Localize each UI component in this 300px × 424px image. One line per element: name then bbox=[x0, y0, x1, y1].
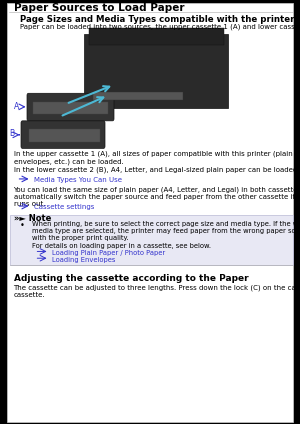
Text: In the lower cassette 2 (B), A4, Letter, and Legal-sized plain paper can be load: In the lower cassette 2 (B), A4, Letter,… bbox=[14, 167, 299, 173]
Text: Loading Plain Paper / Photo Paper: Loading Plain Paper / Photo Paper bbox=[52, 250, 166, 256]
Text: A: A bbox=[14, 102, 19, 111]
Text: You can load the same size of plain paper (A4, Letter, and Legal) in both casset: You can load the same size of plain pape… bbox=[14, 187, 300, 207]
FancyBboxPatch shape bbox=[21, 121, 105, 148]
Bar bbox=[11, 215, 292, 265]
Bar bbox=[88, 28, 224, 45]
Bar bbox=[28, 129, 100, 142]
Text: Cassette settings: Cassette settings bbox=[34, 204, 95, 210]
Bar bbox=[93, 92, 183, 100]
Text: Adjusting the cassette according to the Paper: Adjusting the cassette according to the … bbox=[14, 274, 248, 283]
Text: Media Types You Can Use: Media Types You Can Use bbox=[34, 177, 122, 183]
Text: When printing, be sure to select the correct page size and media type. If the wr: When printing, be sure to select the cor… bbox=[32, 221, 300, 241]
Text: Paper can be loaded into two sources, the upper cassette 1 (A) and lower cassett: Paper can be loaded into two sources, th… bbox=[20, 24, 300, 30]
Text: •: • bbox=[20, 221, 24, 230]
Text: »► Note: »► Note bbox=[14, 214, 51, 223]
FancyBboxPatch shape bbox=[27, 93, 114, 121]
Bar bbox=[33, 102, 108, 114]
Text: B: B bbox=[9, 129, 14, 138]
Text: In the upper cassette 1 (A), all sizes of paper compatible with this printer (pl: In the upper cassette 1 (A), all sizes o… bbox=[14, 151, 300, 165]
Text: Paper Sources to Load Paper: Paper Sources to Load Paper bbox=[14, 3, 184, 14]
Text: The cassette can be adjusted to three lengths. Press down the lock (C) on the ca: The cassette can be adjusted to three le… bbox=[14, 284, 300, 298]
Text: For details on loading paper in a cassette, see below.: For details on loading paper in a casset… bbox=[32, 243, 211, 248]
Text: Page Sizes and Media Types compatible with the printer: Page Sizes and Media Types compatible wi… bbox=[20, 15, 294, 24]
Text: Loading Envelopes: Loading Envelopes bbox=[52, 257, 116, 263]
Bar bbox=[84, 34, 228, 108]
